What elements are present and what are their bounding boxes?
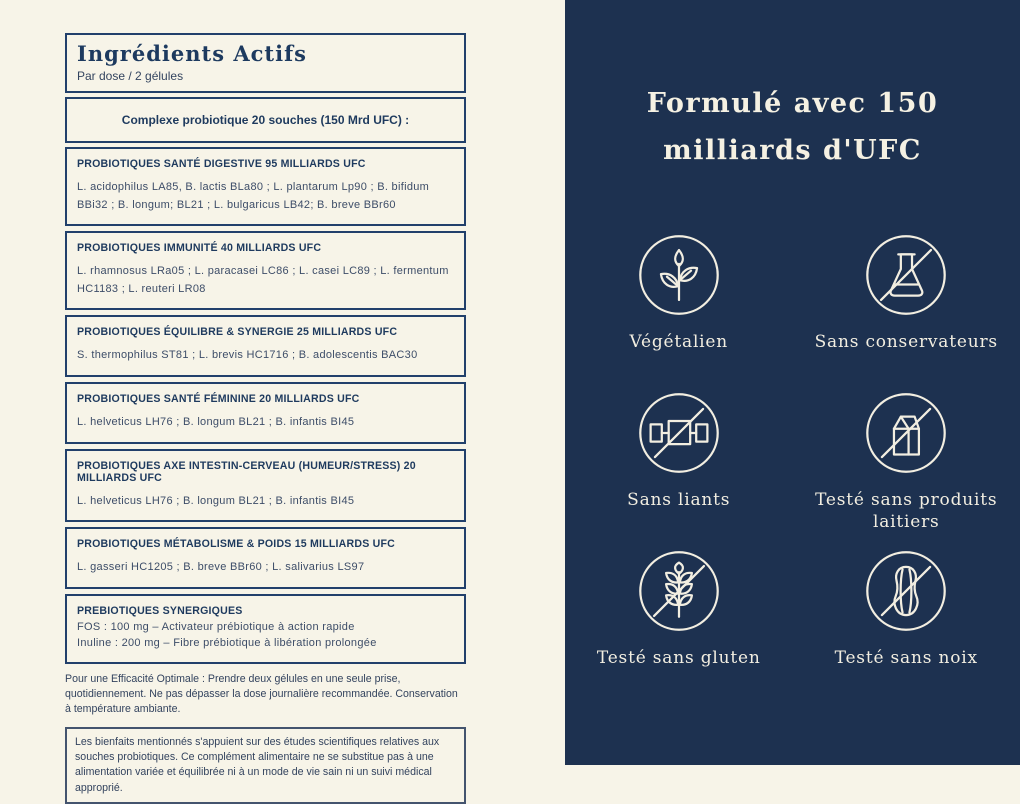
benefits-heading-line2: milliards d'UFC [565, 127, 1020, 174]
badge-sans-gluten: Testé sans gluten [565, 548, 793, 662]
section-body: L. rhamnosus LRa05 ; L. paracasei LC86 ;… [77, 263, 454, 298]
badge-label: Testé sans noix [835, 647, 978, 669]
no-dairy-icon [863, 390, 949, 476]
ingredients-panel: Ingrédients Actifs Par dose / 2 gélules … [0, 0, 565, 765]
badge-vegetalien: Végétalien [565, 232, 793, 346]
ingredients-title-box: Ingrédients Actifs Par dose / 2 gélules [65, 33, 466, 93]
dose-subtitle: Par dose / 2 gélules [77, 69, 454, 83]
section-immunite: PROBIOTIQUES IMMUNITÉ 40 MILLIARDS UFC L… [65, 231, 466, 310]
section-equilibre: PROBIOTIQUES ÉQUILIBRE & SYNERGIE 25 MIL… [65, 315, 466, 377]
benefit-badges-grid: Végétalien Sans conservateurs [565, 232, 1020, 662]
badge-sans-liants: Sans liants [565, 390, 793, 504]
probiotic-complex-header: Complexe probiotique 20 souches (150 Mrd… [122, 113, 409, 127]
section-header: PROBIOTIQUES MÉTABOLISME & POIDS 15 MILL… [77, 538, 454, 550]
no-nuts-icon [863, 548, 949, 634]
no-gluten-icon [636, 548, 722, 634]
badge-label: Testé sans produits laitiers [804, 489, 1009, 533]
section-metabolisme: PROBIOTIQUES MÉTABOLISME & POIDS 15 MILL… [65, 527, 466, 589]
section-body: L. gasseri HC1205 ; B. breve BBr60 ; L. … [77, 559, 454, 577]
disclaimer-box: Les bienfaits mentionnés s'appuient sur … [65, 727, 466, 804]
badge-sans-conservateurs: Sans conservateurs [793, 232, 1020, 346]
benefits-heading-line1: Formulé avec 150 [565, 80, 1020, 127]
section-body: L. helveticus LH76 ; B. longum BL21 ; B.… [77, 414, 454, 432]
probiotic-complex-header-box: Complexe probiotique 20 souches (150 Mrd… [65, 97, 466, 143]
benefits-panel: Formulé avec 150 milliards d'UFC Végétal… [565, 0, 1020, 765]
section-header: PROBIOTIQUES SANTÉ DIGESTIVE 95 MILLIARD… [77, 158, 454, 170]
section-feminine: PROBIOTIQUES SANTÉ FÉMININE 20 MILLIARDS… [65, 382, 466, 444]
badge-sans-noix: Testé sans noix [793, 548, 1020, 662]
section-header: PROBIOTIQUES SANTÉ FÉMININE 20 MILLIARDS… [77, 393, 454, 405]
usage-note: Pour une Efficacité Optimale : Prendre d… [65, 672, 466, 718]
badge-label: Sans liants [627, 489, 730, 511]
section-intestin-cerveau: PROBIOTIQUES AXE INTESTIN-CERVEAU (HUMEU… [65, 449, 466, 523]
section-body: L. helveticus LH76 ; B. longum BL21 ; B.… [77, 493, 454, 511]
no-binders-icon [636, 390, 722, 476]
section-body: L. acidophilus LA85, B. lactis BLa80 ; L… [77, 179, 454, 214]
section-digestive: PROBIOTIQUES SANTÉ DIGESTIVE 95 MILLIARD… [65, 147, 466, 226]
badge-sans-produits-laitiers: Testé sans produits laitiers [793, 390, 1020, 504]
section-header: PROBIOTIQUES AXE INTESTIN-CERVEAU (HUMEU… [77, 460, 454, 484]
section-header: PREBIOTIQUES SYNERGIQUES [77, 605, 454, 617]
section-body: FOS : 100 mg – Activateur prébiotique à … [77, 620, 454, 652]
label-page: Ingrédients Actifs Par dose / 2 gélules … [0, 0, 1020, 765]
badge-label: Sans conservateurs [815, 331, 998, 353]
badge-label: Végétalien [629, 331, 728, 353]
plant-icon [636, 232, 722, 318]
no-preservatives-icon [863, 232, 949, 318]
benefits-heading: Formulé avec 150 milliards d'UFC [565, 80, 1020, 175]
badge-label: Testé sans gluten [597, 647, 761, 669]
section-header: PROBIOTIQUES ÉQUILIBRE & SYNERGIE 25 MIL… [77, 326, 454, 338]
section-header: PROBIOTIQUES IMMUNITÉ 40 MILLIARDS UFC [77, 242, 454, 254]
section-prebiotiques: PREBIOTIQUES SYNERGIQUES FOS : 100 mg – … [65, 594, 466, 664]
section-body: S. thermophilus ST81 ; L. brevis HC1716 … [77, 347, 454, 365]
page-title: Ingrédients Actifs [77, 41, 454, 66]
ingredients-column: Ingrédients Actifs Par dose / 2 gélules … [65, 33, 466, 804]
